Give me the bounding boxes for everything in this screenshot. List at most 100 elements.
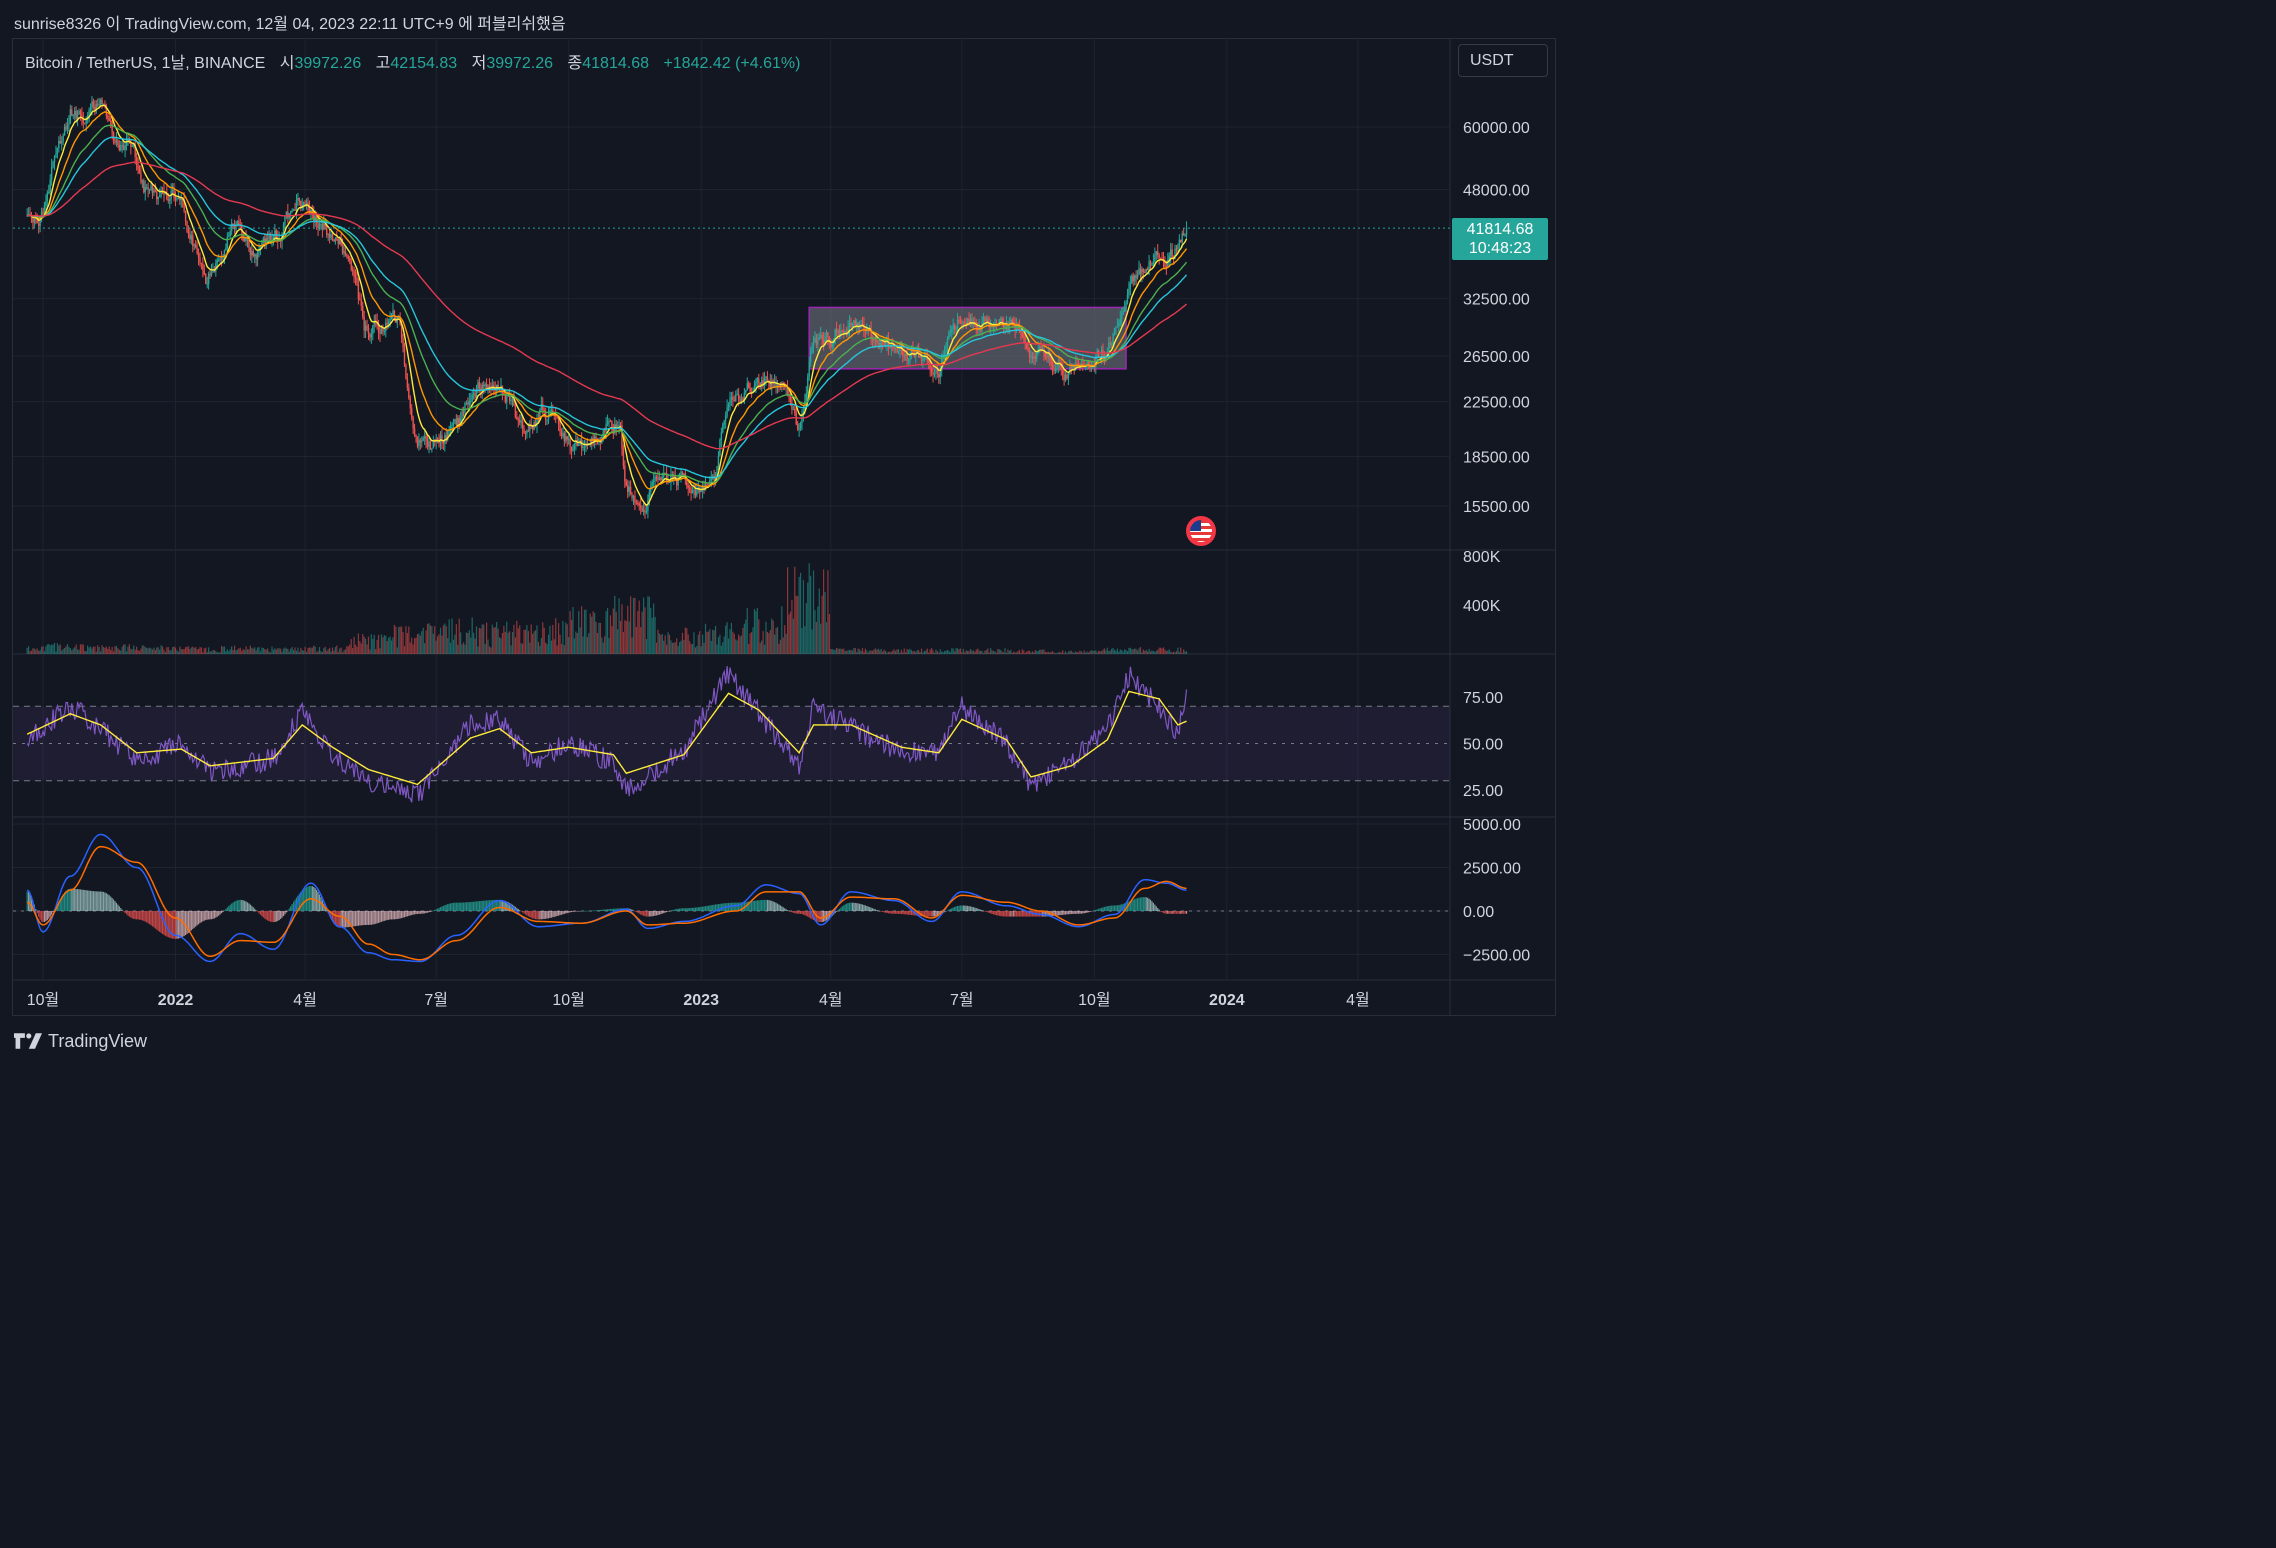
chart-frame[interactable] (12, 38, 1556, 1016)
change-value: +1842.42 (+4.61%) (663, 55, 801, 72)
macd-histogram-bar (285, 911, 287, 913)
volume-bar (771, 618, 773, 654)
macd-histogram-bar (846, 903, 848, 911)
macd-histogram-bar (1096, 909, 1098, 911)
candle-body (35, 218, 37, 220)
candle-body (248, 239, 250, 248)
macd-histogram-bar (873, 908, 875, 911)
candle-body (421, 440, 423, 443)
volume-bar (1131, 649, 1133, 654)
volume-bar (59, 644, 61, 654)
macd-histogram-bar (572, 911, 574, 912)
macd-pane (13, 833, 1450, 963)
candle-body (857, 322, 859, 329)
candle-body (1171, 249, 1173, 258)
macd-histogram-bar (215, 911, 217, 918)
macd-histogram-bar (259, 911, 262, 915)
candle-body (383, 331, 386, 333)
candle-body (1025, 343, 1028, 349)
volume-bar (284, 647, 286, 654)
volume-bar (346, 646, 348, 654)
macd-histogram-bar (645, 911, 648, 917)
macd-histogram-bar (79, 889, 82, 911)
volume-bar (344, 649, 347, 654)
macd-histogram-bar (985, 911, 987, 912)
candle-body (756, 378, 759, 382)
volume-bar (948, 650, 950, 654)
chart-canvas[interactable]: 10월 2022 4월 7월 10월 2023 4월 7월 10월 2024 4월60000.004… (0, 0, 1568, 1066)
macd-histogram-bar (1145, 897, 1147, 911)
candle-body (389, 318, 391, 322)
candle-body (285, 211, 288, 216)
macd-histogram-bar (115, 902, 118, 911)
macd-histogram-bar (111, 897, 113, 911)
macd-histogram-bar (331, 911, 334, 922)
volume-bar (497, 628, 499, 654)
volume-bar (265, 649, 267, 654)
volume-bar (125, 651, 128, 654)
macd-histogram-bar (49, 911, 51, 917)
macd-histogram-bar (465, 902, 468, 911)
currency-button[interactable]: USDT (1458, 44, 1548, 77)
volume-bar (1149, 651, 1152, 654)
volume-bar (909, 648, 911, 654)
macd-histogram-bar (105, 893, 107, 911)
candle-body (184, 211, 187, 222)
candle-body (230, 223, 233, 232)
candle-body (516, 417, 518, 420)
candle-body (366, 325, 368, 328)
candle-body (97, 104, 99, 106)
macd-histogram-bar (592, 910, 594, 912)
candle-body (848, 322, 851, 329)
volume-bar (65, 646, 67, 654)
us-flag-event-icon[interactable] (1186, 516, 1216, 546)
volume-bar (133, 645, 135, 654)
candle-body (1030, 356, 1032, 358)
volume-bar (91, 648, 93, 654)
volume-bar (1109, 650, 1111, 654)
volume-bar (413, 638, 416, 654)
volume-bar (140, 648, 142, 654)
volume-bar (331, 647, 334, 654)
macd-histogram-bar (920, 911, 923, 917)
macd-histogram-bar (589, 910, 591, 912)
symbol-name[interactable]: Bitcoin / TetherUS, 1날, BINANCE (25, 55, 266, 72)
candle-body (938, 373, 940, 378)
tradingview-brand[interactable]: TradingView (14, 1031, 147, 1052)
macd-histogram-bar (779, 905, 781, 911)
macd-histogram-bar (182, 911, 184, 937)
volume-bar (1144, 650, 1146, 654)
macd-histogram-bar (892, 911, 894, 914)
volume-bar (205, 647, 207, 654)
candle-body (856, 322, 858, 327)
macd-histogram-bar (350, 911, 352, 927)
candle-body (1087, 361, 1090, 366)
macd-histogram-bar (442, 905, 444, 911)
volume-bar (277, 648, 279, 654)
candle-body (686, 480, 688, 486)
candle-body (884, 343, 887, 346)
macd-histogram-bar (413, 911, 416, 915)
macd-histogram-bar (157, 911, 159, 931)
candle-body (1053, 368, 1055, 372)
macd-histogram-bar (1170, 911, 1172, 914)
candle-body (818, 337, 820, 340)
candle-body (200, 262, 203, 265)
volume-bar (661, 633, 663, 654)
volume-bar (219, 652, 221, 654)
macd-histogram-bar (45, 911, 47, 922)
volume-bar (422, 627, 424, 654)
macd-histogram-bar (498, 899, 501, 911)
volume-bar (598, 622, 600, 654)
volume-bar (964, 652, 966, 654)
macd-histogram-bar (1017, 911, 1019, 917)
candle-body (1142, 268, 1145, 273)
volume-bar (807, 582, 809, 654)
volume-bar (1138, 648, 1140, 654)
candle-body (1069, 366, 1071, 374)
volume-bar (981, 650, 983, 654)
candle-body (1119, 318, 1121, 324)
volume-bar (713, 630, 715, 654)
candle-body (1164, 262, 1166, 267)
candle-body (546, 419, 548, 421)
